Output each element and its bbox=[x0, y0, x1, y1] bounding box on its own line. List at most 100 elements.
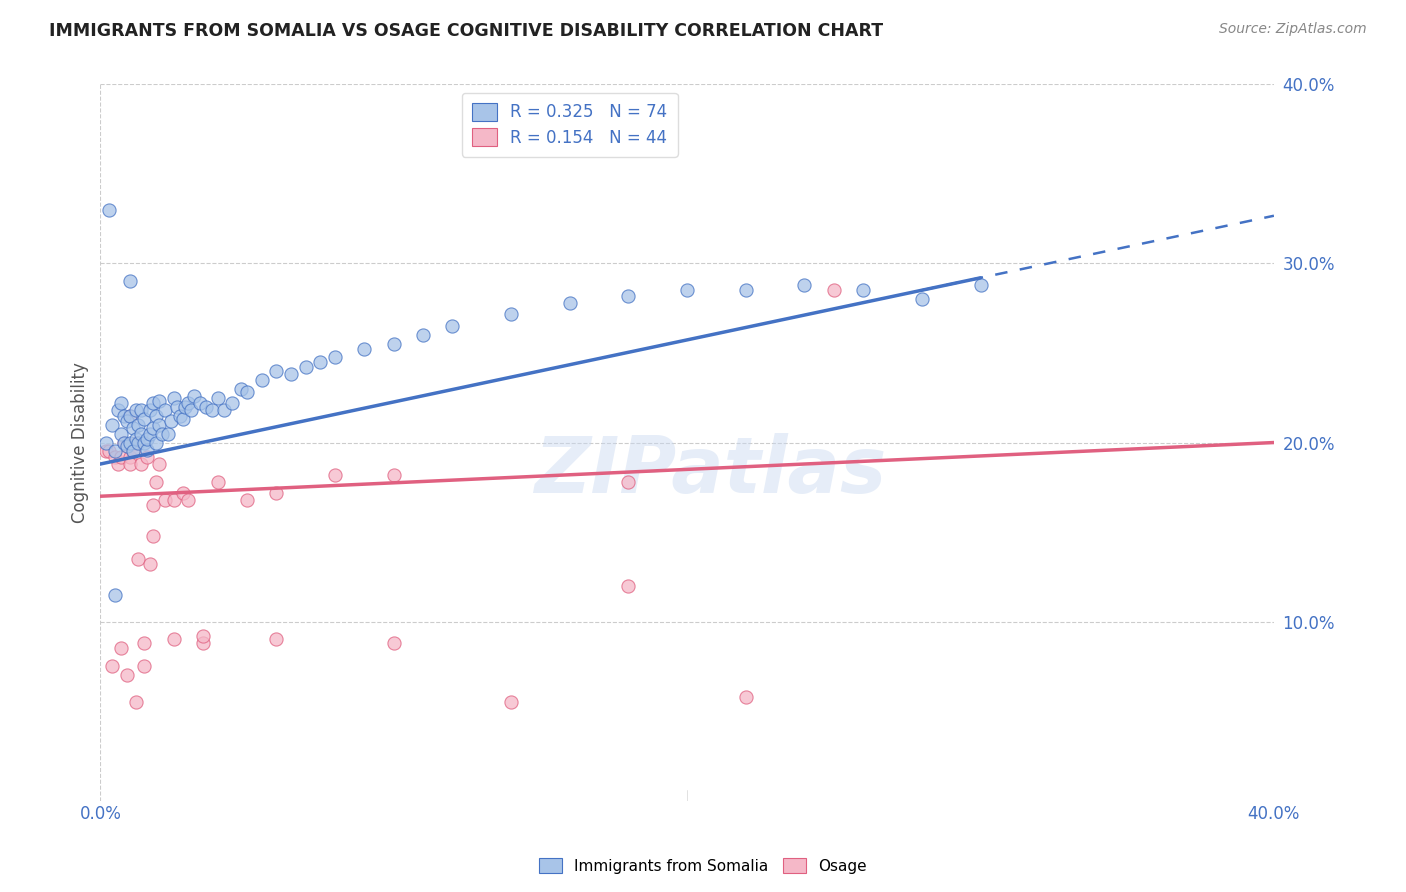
Point bbox=[131, 426, 153, 441]
Legend: R = 0.325   N = 74, R = 0.154   N = 44: R = 0.325 N = 74, R = 0.154 N = 44 bbox=[463, 93, 678, 157]
Point bbox=[323, 467, 346, 482]
Point bbox=[136, 432, 159, 446]
Point bbox=[180, 403, 202, 417]
Point bbox=[131, 457, 153, 471]
Point bbox=[172, 485, 194, 500]
Point bbox=[110, 426, 132, 441]
Point bbox=[734, 690, 756, 704]
Point bbox=[177, 396, 200, 410]
Point bbox=[128, 435, 150, 450]
Point bbox=[128, 552, 150, 566]
Point bbox=[153, 492, 176, 507]
Point bbox=[145, 435, 167, 450]
Point bbox=[172, 412, 194, 426]
Point bbox=[124, 432, 146, 446]
Point bbox=[207, 475, 229, 489]
Point bbox=[118, 409, 141, 423]
Point bbox=[148, 394, 170, 409]
Point bbox=[142, 528, 165, 542]
Text: IMMIGRANTS FROM SOMALIA VS OSAGE COGNITIVE DISABILITY CORRELATION CHART: IMMIGRANTS FROM SOMALIA VS OSAGE COGNITI… bbox=[49, 22, 883, 40]
Point bbox=[107, 457, 129, 471]
Point bbox=[112, 435, 135, 450]
Point bbox=[142, 421, 165, 435]
Point bbox=[212, 403, 235, 417]
Point bbox=[221, 396, 243, 410]
Point bbox=[124, 435, 146, 450]
Point bbox=[98, 444, 121, 458]
Point bbox=[793, 277, 815, 292]
Point bbox=[96, 435, 118, 450]
Point bbox=[115, 668, 138, 682]
Point bbox=[191, 636, 214, 650]
Point bbox=[188, 396, 211, 410]
Point bbox=[309, 355, 332, 369]
Point bbox=[156, 426, 179, 441]
Point bbox=[207, 391, 229, 405]
Point bbox=[124, 403, 146, 417]
Point bbox=[112, 409, 135, 423]
Point bbox=[231, 382, 253, 396]
Point bbox=[121, 421, 143, 435]
Point bbox=[139, 558, 162, 572]
Point bbox=[823, 283, 845, 297]
Point bbox=[159, 414, 181, 428]
Point bbox=[617, 579, 640, 593]
Point bbox=[118, 457, 141, 471]
Point bbox=[969, 277, 991, 292]
Point bbox=[169, 409, 191, 423]
Point bbox=[115, 439, 138, 453]
Point bbox=[98, 202, 121, 217]
Point bbox=[128, 417, 150, 432]
Point bbox=[294, 360, 316, 375]
Point bbox=[115, 414, 138, 428]
Point bbox=[101, 659, 124, 673]
Point bbox=[134, 636, 156, 650]
Point bbox=[163, 632, 186, 647]
Point bbox=[323, 350, 346, 364]
Point bbox=[183, 389, 205, 403]
Point bbox=[412, 328, 434, 343]
Point bbox=[163, 492, 186, 507]
Point bbox=[153, 403, 176, 417]
Point bbox=[201, 403, 224, 417]
Point bbox=[145, 409, 167, 423]
Point bbox=[911, 293, 934, 307]
Point bbox=[501, 307, 523, 321]
Point bbox=[104, 444, 127, 458]
Point bbox=[134, 435, 156, 450]
Point bbox=[96, 444, 118, 458]
Point bbox=[852, 283, 875, 297]
Point bbox=[142, 498, 165, 512]
Point bbox=[558, 296, 581, 310]
Point bbox=[163, 391, 186, 405]
Point bbox=[250, 373, 273, 387]
Point bbox=[617, 289, 640, 303]
Y-axis label: Cognitive Disability: Cognitive Disability bbox=[72, 362, 89, 523]
Point bbox=[382, 337, 405, 351]
Point bbox=[148, 457, 170, 471]
Point bbox=[734, 283, 756, 297]
Point bbox=[134, 412, 156, 426]
Point bbox=[104, 450, 127, 464]
Legend: Immigrants from Somalia, Osage: Immigrants from Somalia, Osage bbox=[533, 852, 873, 880]
Point bbox=[145, 475, 167, 489]
Point bbox=[139, 403, 162, 417]
Point bbox=[136, 442, 159, 457]
Point bbox=[174, 400, 197, 414]
Point bbox=[112, 435, 135, 450]
Point bbox=[148, 417, 170, 432]
Point bbox=[617, 475, 640, 489]
Point bbox=[236, 385, 259, 400]
Point bbox=[501, 695, 523, 709]
Point bbox=[142, 396, 165, 410]
Point bbox=[118, 409, 141, 423]
Point bbox=[382, 636, 405, 650]
Point bbox=[280, 368, 302, 382]
Point bbox=[382, 467, 405, 482]
Text: ZIPatlas: ZIPatlas bbox=[534, 434, 887, 509]
Point bbox=[107, 403, 129, 417]
Point bbox=[139, 426, 162, 441]
Point bbox=[177, 492, 200, 507]
Text: Source: ZipAtlas.com: Source: ZipAtlas.com bbox=[1219, 22, 1367, 37]
Point bbox=[266, 632, 288, 647]
